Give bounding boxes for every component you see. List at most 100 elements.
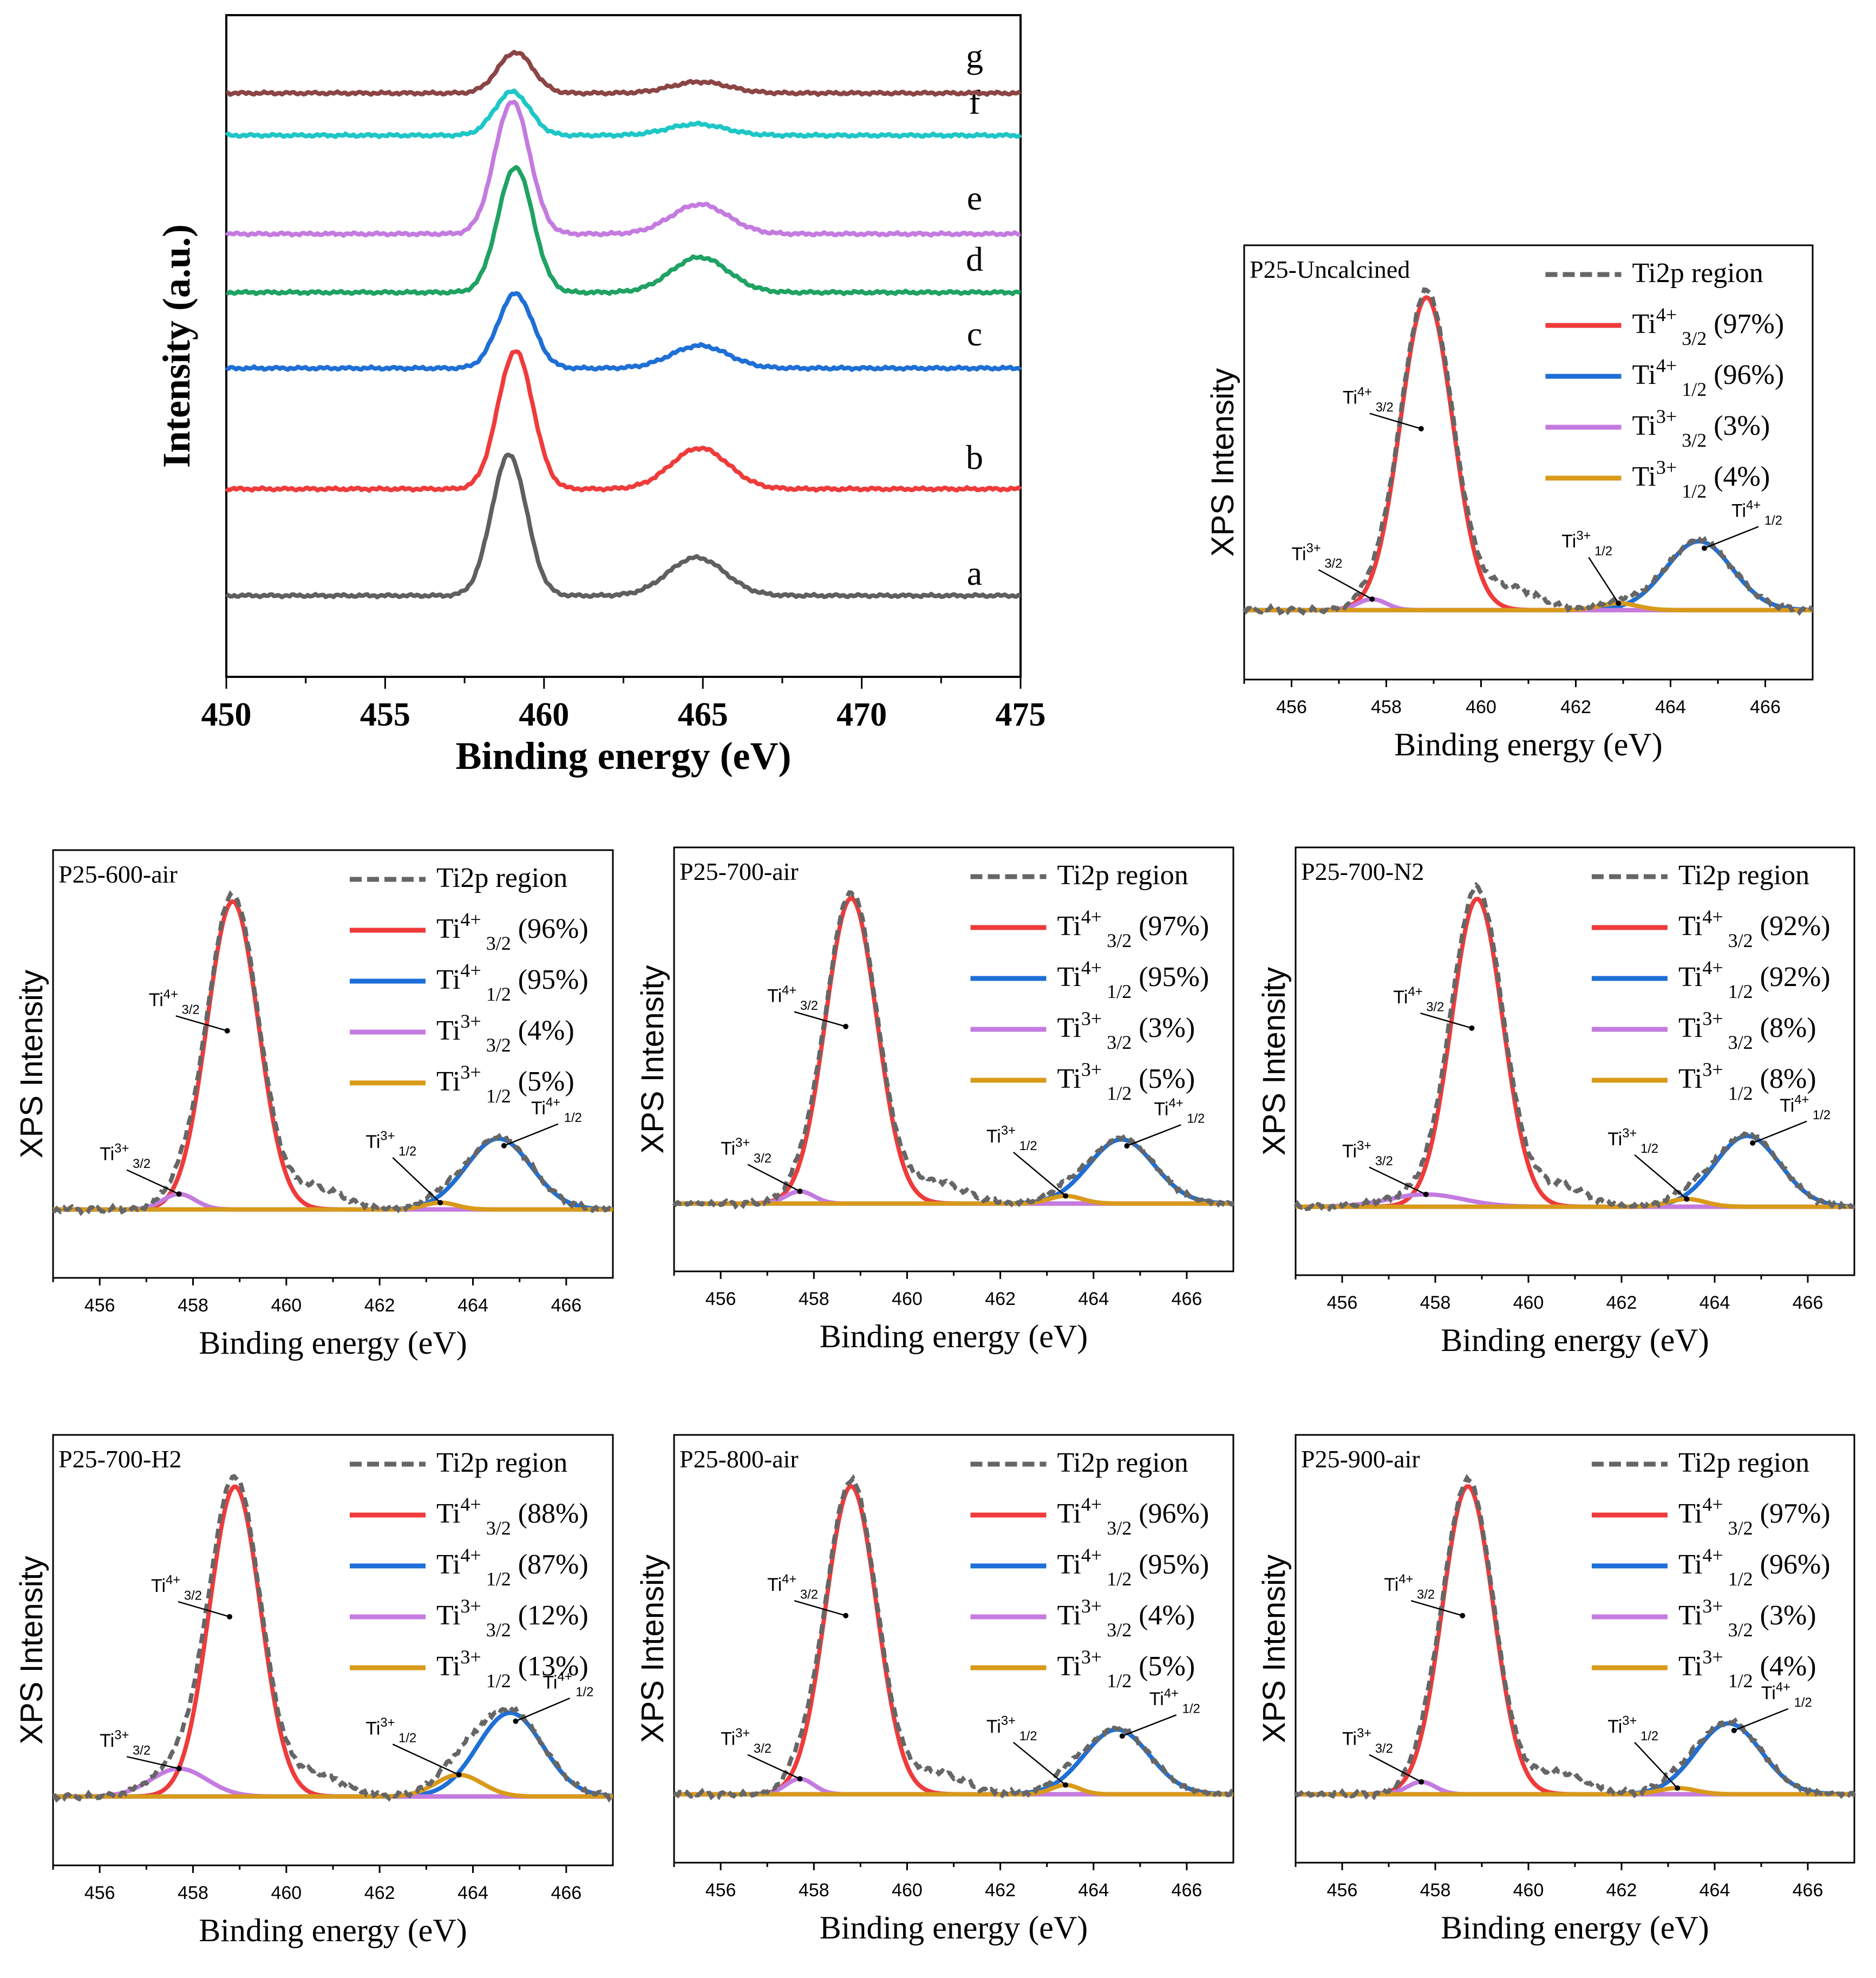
legend-label: Ti3+ 1/2 (8%) xyxy=(1678,1059,1816,1104)
deconvolution-chart: 456 458 460 462 464 466 Binding energy (eV) XPS… xyxy=(14,1434,614,1948)
peak-annotation: Ti4+ 1/2 xyxy=(1731,498,1782,528)
ti2p-region-curve xyxy=(672,890,1235,1210)
panel-xtick-label: 466 xyxy=(1172,1880,1202,1901)
annotation-arrow-head xyxy=(176,1766,182,1772)
peak-annotation: Ti3+ 1/2 xyxy=(1607,1714,1658,1744)
panel-title: P25-700-N2 xyxy=(1301,858,1424,885)
annotation-arrow xyxy=(1126,1124,1181,1147)
legend-label: Ti3+ 1/2 (4%) xyxy=(1678,1646,1816,1692)
annotation-arrow xyxy=(504,1123,559,1147)
deconvolution-chart: 456 458 460 462 464 466 Binding energy (eV) XPS… xyxy=(1205,244,1814,762)
overview-frame xyxy=(225,14,1022,678)
overview-series-label: f xyxy=(969,83,981,121)
panel-xtick-label: 462 xyxy=(985,1289,1016,1309)
overview-y-axis-label: Intensity (a.u.) xyxy=(155,224,198,468)
panel-y-axis-label: XPS Intensity xyxy=(14,1556,49,1744)
legend-label: Ti4+ 3/2 (97%) xyxy=(1632,304,1785,349)
legend-label: Ti4+ 1/2 (95%) xyxy=(436,959,589,1005)
peak-annotation: Ti4+ 3/2 xyxy=(1343,384,1394,415)
legend-label: Ti4+ 1/2 (87%) xyxy=(436,1544,589,1590)
legend-label: Ti3+ 3/2 (8%) xyxy=(1678,1008,1816,1053)
annotation-arrow-head xyxy=(1419,1779,1424,1785)
annotation-arrow-head xyxy=(1675,1785,1681,1791)
panel-xtick-label: 464 xyxy=(457,1883,488,1903)
peak-annotation: Ti3+ 3/2 xyxy=(1342,1726,1393,1756)
peak-annotation: Ti3+ 1/2 xyxy=(1561,528,1612,559)
panel-xtick-label: 458 xyxy=(799,1289,829,1309)
panel-xtick-label: 458 xyxy=(1420,1880,1451,1901)
panel-xtick-label: 460 xyxy=(271,1295,302,1316)
panel-xtick-label: 456 xyxy=(84,1295,115,1316)
overview-series-b xyxy=(225,349,1022,493)
annotation-arrow-head xyxy=(224,1028,230,1034)
annotation-arrow-head xyxy=(1423,1191,1429,1197)
annotation-arrow xyxy=(1369,1166,1427,1195)
overview-series-label: e xyxy=(967,179,982,217)
annotation-arrow-head xyxy=(1702,545,1707,551)
annotation-arrow-head xyxy=(1731,1727,1737,1733)
panel-x-axis-label: Binding energy (eV) xyxy=(1441,1910,1709,1946)
panel-xtick-label: 458 xyxy=(178,1295,208,1316)
fit-curve-ti4-12 xyxy=(674,1727,1233,1797)
peak-annotation: Ti3+ 1/2 xyxy=(365,1129,416,1159)
annotation-arrow xyxy=(794,1600,846,1616)
legend-label: Ti2p region xyxy=(436,1447,567,1478)
legend-label: Ti3+ 3/2 (3%) xyxy=(1678,1595,1816,1641)
panel-xtick-label: 456 xyxy=(1327,1292,1358,1313)
panel-xtick-label: 458 xyxy=(1420,1292,1451,1313)
legend-label: Ti3+ 1/2 (13%) xyxy=(436,1646,589,1692)
panel-xtick-label: 462 xyxy=(1606,1292,1637,1313)
peak-annotation: Ti3+ 3/2 xyxy=(1342,1138,1393,1168)
annotation-arrow-head xyxy=(227,1614,233,1620)
annotation-arrow xyxy=(1634,1154,1688,1200)
panel-xtick-label: 456 xyxy=(1327,1880,1358,1901)
ti2p-region-curve xyxy=(52,1473,614,1803)
overview-xtick-label: 475 xyxy=(996,696,1046,733)
panel-xtick-label: 456 xyxy=(84,1883,115,1903)
overview-series-g xyxy=(226,50,1022,97)
panel-x-axis-label: Binding energy (eV) xyxy=(199,1912,467,1948)
panel-xtick-label: 460 xyxy=(271,1883,302,1903)
panel-xtick-label: 464 xyxy=(1078,1880,1109,1901)
overview-series-label: b xyxy=(966,438,983,476)
annotation-arrow-head xyxy=(843,1023,849,1029)
panel-title: P25-Uncalcined xyxy=(1250,256,1410,283)
annotation-arrow xyxy=(126,1169,180,1195)
annotation-arrow-head xyxy=(456,1772,462,1778)
panel-xtick-label: 464 xyxy=(1699,1880,1730,1901)
panel-xtick-label: 466 xyxy=(1793,1880,1823,1901)
peak-annotation: Ti4+ 1/2 xyxy=(542,1669,593,1700)
panel-xtick-label: 464 xyxy=(1699,1292,1730,1313)
deconvolution-chart: 456 458 460 462 464 466 Binding energy (eV) XPS… xyxy=(14,849,614,1361)
legend-label: Ti4+ 1/2 (95%) xyxy=(1057,1544,1209,1590)
legend-label: Ti4+ 1/2 (96%) xyxy=(1632,355,1785,400)
annotation-arrow xyxy=(1588,557,1619,604)
fit-curve-ti4-12 xyxy=(674,1137,1234,1206)
overview-xtick-label: 455 xyxy=(360,696,410,733)
overview-series-a xyxy=(225,452,1021,599)
fit-curve-ti3-32 xyxy=(53,1766,613,1799)
overview-series-c xyxy=(225,291,1022,372)
peak-annotation: Ti4+ 1/2 xyxy=(1154,1096,1205,1126)
peak-annotation: Ti3+ 1/2 xyxy=(1607,1126,1658,1157)
deconvolution-chart: 456 458 460 462 464 466 Binding energy (eV) XPS… xyxy=(1257,846,1855,1358)
overview-xtick-label: 460 xyxy=(519,696,569,733)
panel-xtick-label: 466 xyxy=(551,1295,581,1316)
annotation-arrow xyxy=(1369,1754,1422,1783)
panel-xtick-label: 456 xyxy=(1276,697,1307,717)
annotation-arrow-head xyxy=(1469,1025,1475,1031)
annotation-arrow xyxy=(515,1698,570,1722)
legend-label: Ti4+ 1/2 (92%) xyxy=(1678,957,1831,1002)
fit-curve-ti3-12 xyxy=(53,1772,613,1799)
legend-label: Ti2p region xyxy=(1057,860,1188,891)
peak-annotation: Ti4+ 1/2 xyxy=(531,1095,582,1125)
legend-label: Ti2p region xyxy=(1057,1447,1188,1478)
peak-annotation: Ti3+ 3/2 xyxy=(100,1141,151,1171)
fit-curve-ti3-12 xyxy=(1296,1786,1854,1797)
annotation-arrow-head xyxy=(1063,1782,1069,1788)
ti2p-region-curve xyxy=(673,1474,1235,1800)
panel-x-axis-label: Binding energy (eV) xyxy=(1441,1322,1709,1358)
legend-label: Ti3+ 1/2 (4%) xyxy=(1632,456,1770,502)
peak-annotation: Ti4+ 3/2 xyxy=(767,1572,818,1602)
panel-xtick-label: 464 xyxy=(1078,1289,1109,1309)
